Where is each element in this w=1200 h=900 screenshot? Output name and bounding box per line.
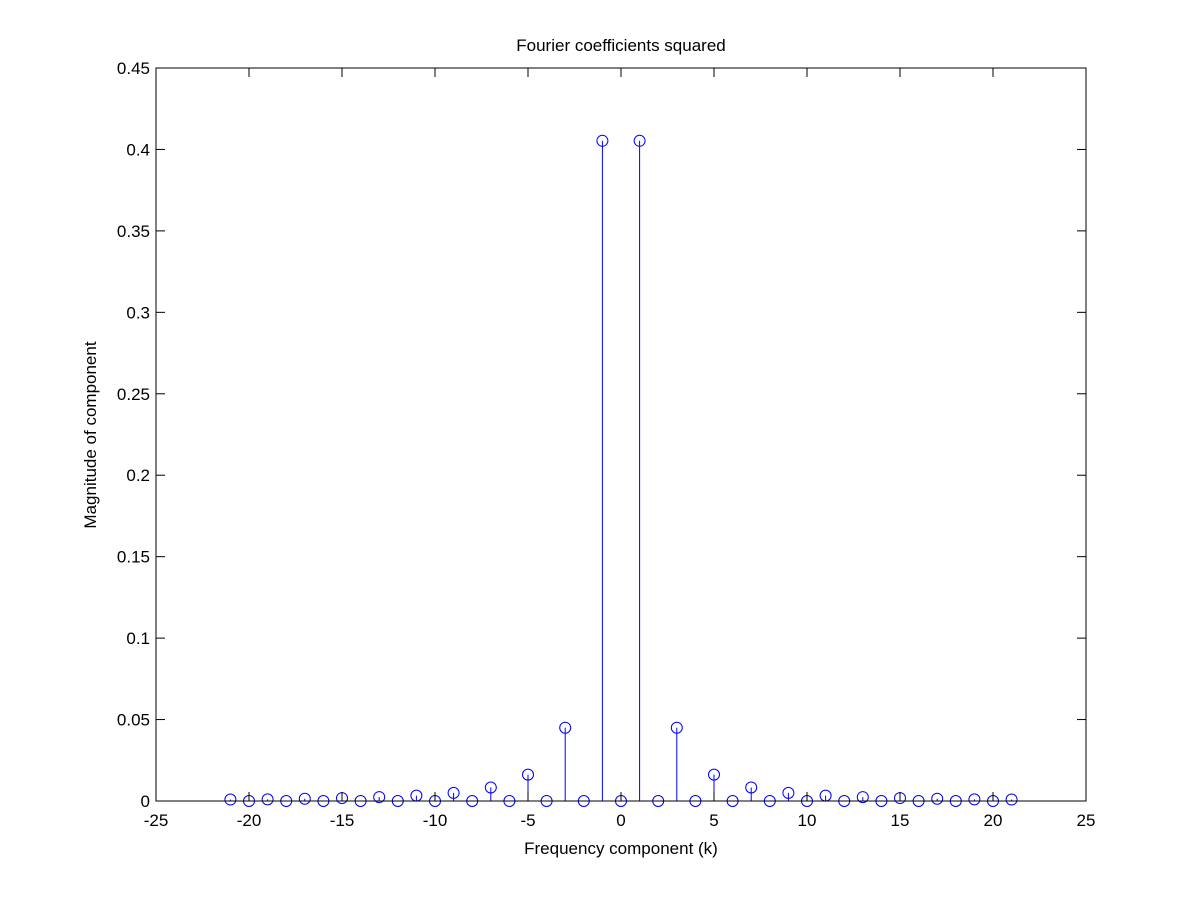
x-axis-label: Frequency component (k) [524, 839, 718, 858]
stem-marker [633, 134, 646, 147]
stem-marker [522, 768, 534, 781]
stem-marker [596, 134, 609, 147]
y-axis-label: Magnitude of component [81, 341, 100, 528]
x-tick-label: -5 [520, 811, 535, 830]
stem-marker [670, 721, 683, 734]
stem-marker [1005, 793, 1018, 806]
x-tick-labels: -25 -20 -15 -10 -5 0 5 10 15 20 25 [144, 811, 1096, 830]
y-tick-label: 0.4 [126, 140, 150, 159]
x-tick-label: -25 [144, 811, 169, 830]
x-tick-label: 0 [616, 811, 625, 830]
stem-marker [447, 786, 460, 799]
y-tick-label: 0.05 [117, 711, 150, 730]
stem-marker [968, 793, 981, 806]
x-tick-label: 20 [984, 811, 1003, 830]
x-tick-label: 10 [798, 811, 817, 830]
stem-marker [782, 786, 795, 799]
stem-marker [484, 781, 497, 794]
y-tick-label: 0.3 [126, 303, 150, 322]
plot-frame [155, 67, 1087, 802]
x-tick-label: -20 [237, 811, 262, 830]
stem-marker [931, 792, 944, 805]
y-tick-label: 0.45 [117, 59, 150, 78]
stem-marker [559, 721, 572, 734]
x-tick-label: 5 [709, 811, 718, 830]
y-tick-label: 0 [141, 792, 150, 811]
y-tick-label: 0.25 [117, 385, 150, 404]
x-tick-label: -10 [423, 811, 448, 830]
y-tick-label: 0.2 [126, 466, 150, 485]
stem-marker [224, 793, 237, 806]
stem-marker [373, 791, 386, 804]
y-tick-labels: 0 0.05 0.1 0.15 0.2 0.25 0.3 0.35 0.4 0.45 [117, 59, 150, 811]
stem-marker [745, 781, 758, 794]
y-tick-label: 0.35 [117, 222, 150, 241]
y-tick-label: 0.15 [117, 548, 150, 567]
stem-marker [298, 792, 311, 805]
stem-marker [261, 793, 274, 806]
stem-marker [708, 768, 720, 781]
stem-marker [856, 791, 869, 804]
y-tick-label: 0.1 [126, 629, 150, 648]
x-tick-label: -15 [330, 811, 355, 830]
x-tick-label: 25 [1077, 811, 1096, 830]
plot-area [156, 68, 1086, 801]
chart-title: Fourier coefficients squared [516, 36, 725, 55]
stems-layer [229, 140, 1013, 801]
x-tick-label: 15 [891, 811, 910, 830]
